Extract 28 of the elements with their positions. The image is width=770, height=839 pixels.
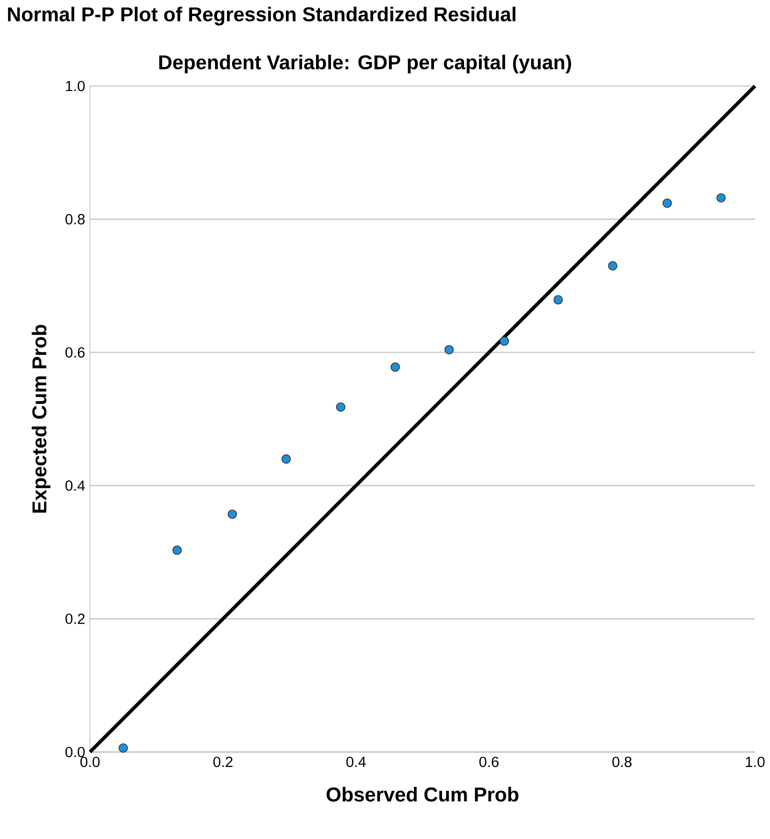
y-axis-title: Expected Cum Prob (32, 324, 50, 513)
chart-title: Normal P-P Plot of Regression Standardized Residual (8, 6, 516, 26)
point (444, 345, 454, 354)
chart-subtitle: Dependent Variable: GDP per capital (yuan) (159, 54, 572, 74)
x-tick-label: 0.2 (213, 756, 232, 768)
y-tick-label: 0.4 (65, 480, 85, 491)
y-tick-label: 0.2 (65, 614, 85, 624)
x-tick-label: 0.4 (346, 756, 366, 768)
x-axis-title: Observed Cum Prob (326, 786, 518, 802)
x-tick-label: 1.0 (746, 756, 765, 768)
point (336, 402, 346, 412)
point (608, 261, 618, 270)
x-tick-label: 0.8 (612, 756, 632, 768)
point (553, 295, 563, 304)
point (118, 743, 128, 753)
point (716, 193, 726, 203)
point (282, 454, 291, 464)
x-tick-label: 0.6 (479, 756, 499, 768)
point (228, 510, 237, 519)
y-tick-label: 0.8 (65, 214, 85, 224)
point (390, 362, 400, 372)
y-tick-label: 0.6 (65, 347, 85, 358)
point (172, 546, 182, 555)
x-tick-label: 0.0 (80, 756, 100, 768)
point (662, 198, 672, 208)
y-tick-label: 0.0 (65, 746, 85, 758)
y-tick-label: 1.0 (66, 80, 85, 92)
point (500, 336, 509, 346)
